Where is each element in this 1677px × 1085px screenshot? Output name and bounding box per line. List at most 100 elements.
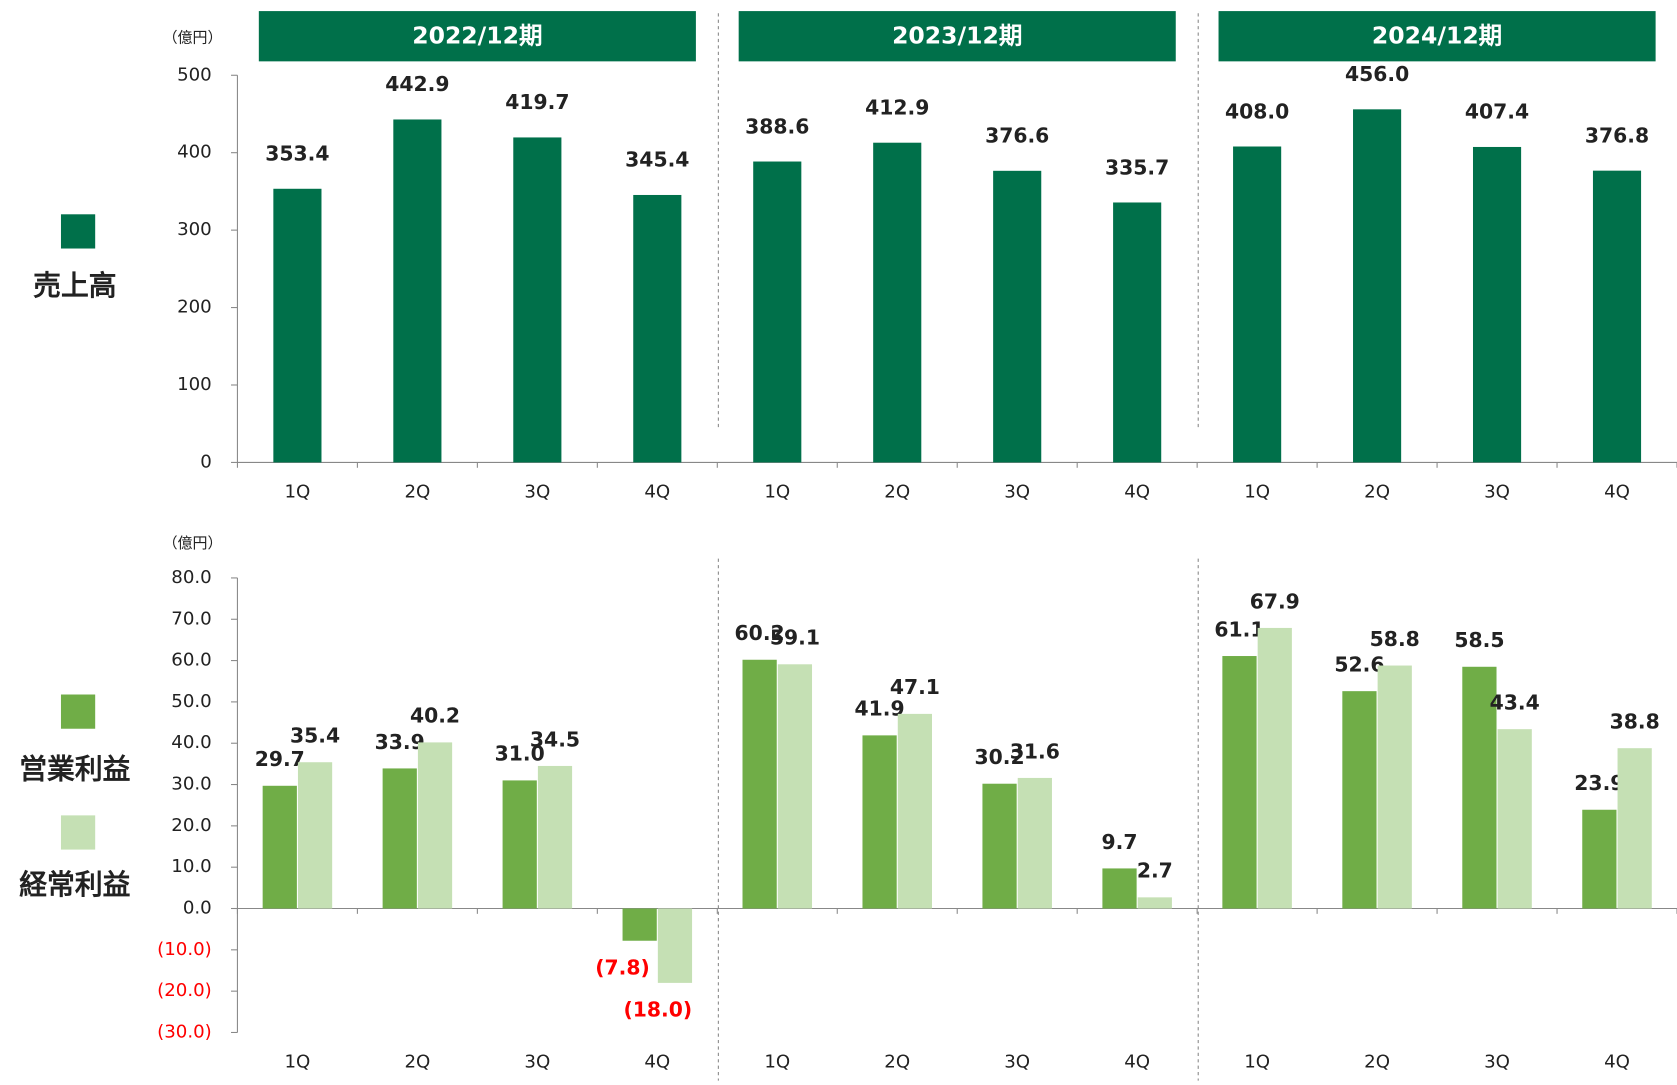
y-tick-label: 400 [177,142,212,163]
x-tick-label: 1Q [284,481,310,502]
period-label: 2023/12期 [892,21,1022,49]
bar [897,713,932,909]
x-tick-label: 3Q [1004,1051,1030,1072]
bar [297,762,333,909]
bar [777,664,813,909]
value-label: 33.9 [375,730,425,754]
bar [1377,665,1412,909]
x-tick-label: 1Q [1244,1051,1270,1072]
bar [1353,109,1402,463]
y-tick-label: (10.0) [157,939,212,960]
value-label: 408.0 [1225,99,1289,123]
legend-label: 売上高 [33,269,116,302]
value-label: 58.8 [1370,627,1420,651]
value-label: 9.7 [1102,830,1138,854]
x-tick-label: 3Q [524,1051,550,1072]
y-axis-label: （億円） [163,534,223,552]
x-tick-label: 4Q [1604,481,1630,502]
bar [657,908,693,983]
value-label: (18.0) [623,998,692,1022]
bar [262,785,297,909]
bar [1582,809,1617,909]
bar [502,780,537,909]
y-tick-label: 200 [177,297,212,318]
value-label: 31.0 [495,742,545,766]
y-tick-label: 80.0 [171,567,211,588]
bar [513,137,562,463]
value-label: 23.9 [1574,771,1624,795]
bar [1497,729,1532,909]
y-axis-label: （億円） [163,28,223,46]
value-label: 353.4 [265,142,329,166]
y-tick-label: (20.0) [157,980,212,1001]
x-tick-label: 3Q [1484,481,1510,502]
bar [417,742,453,909]
value-label: 60.2 [735,621,785,645]
x-tick-label: 4Q [1604,1051,1630,1072]
y-tick-label: 0 [200,451,212,472]
y-tick-label: 50.0 [171,691,211,712]
value-label: 30.2 [974,745,1024,769]
x-tick-label: 1Q [764,1051,790,1072]
value-label: 376.6 [985,124,1049,148]
bar [273,188,322,463]
x-tick-label: 3Q [524,481,550,502]
bar [1222,656,1257,909]
value-label: 456.0 [1345,62,1409,86]
bar [862,735,897,909]
x-tick-label: 2Q [404,481,430,502]
value-label: 67.9 [1250,589,1300,613]
value-label: 59.1 [770,626,820,650]
x-tick-label: 2Q [1364,481,1390,502]
y-tick-label: 70.0 [171,608,211,629]
value-label: 2.7 [1137,859,1173,883]
bar [1342,691,1377,909]
value-label: 58.5 [1454,628,1504,652]
bar [1233,146,1282,463]
x-tick-label: 2Q [1364,1051,1390,1072]
x-tick-label: 4Q [644,481,670,502]
bar [537,765,573,909]
period-label: 2022/12期 [412,21,542,49]
value-label: 376.8 [1585,123,1649,147]
x-tick-label: 2Q [884,1051,910,1072]
x-tick-label: 3Q [1484,1051,1510,1072]
value-label: 41.9 [855,697,905,721]
value-label: 345.4 [625,148,689,172]
y-tick-label: 60.0 [171,650,211,671]
value-label: 407.4 [1465,100,1529,124]
bar [1462,666,1497,909]
legend-label: 営業利益 [19,752,130,785]
bar [393,119,442,463]
y-tick-label: 30.0 [171,774,211,795]
bar [1102,868,1137,909]
x-tick-label: 4Q [644,1051,670,1072]
value-label: 31.6 [1010,739,1060,763]
bar [1137,897,1172,909]
y-tick-label: 500 [177,64,212,85]
value-label: 29.7 [255,747,305,771]
bar [753,161,802,463]
y-tick-label: (30.0) [157,1021,212,1042]
x-tick-label: 4Q [1124,481,1150,502]
y-tick-label: 100 [177,374,212,395]
value-label: 412.9 [865,95,929,119]
value-label: 34.5 [530,727,580,751]
bar [382,768,417,909]
value-label: 35.4 [290,724,340,748]
bar [873,142,922,463]
x-tick-label: 1Q [284,1051,310,1072]
value-label: 419.7 [505,90,569,114]
value-label: 38.8 [1610,710,1660,734]
period-header [1218,11,1656,62]
value-label: 61.1 [1214,617,1264,641]
bar [622,908,657,941]
bar [1113,202,1162,463]
bar [982,783,1017,909]
period-header [258,11,696,62]
value-label: 442.9 [385,72,449,96]
y-tick-label: 20.0 [171,815,211,836]
x-tick-label: 2Q [884,481,910,502]
